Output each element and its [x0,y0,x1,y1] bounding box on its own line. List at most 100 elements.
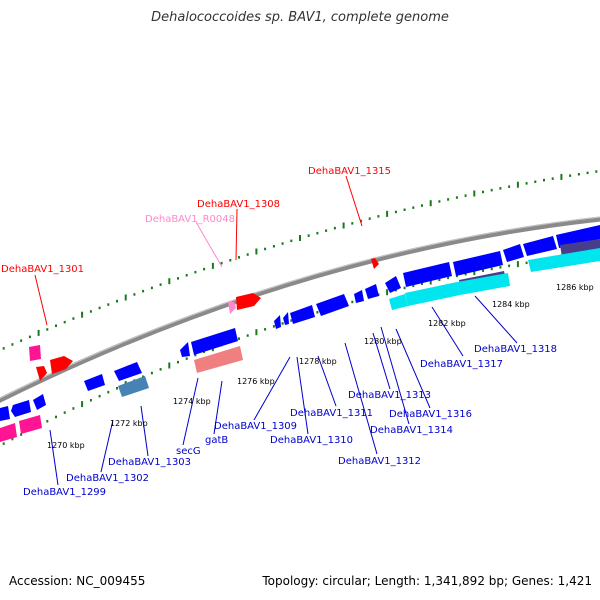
minor-tick [333,226,336,230]
minor-tick [11,343,14,346]
scale-label: 1282 kbp [428,319,466,328]
gene-label[interactable]: DehaBAV1_1314 [370,425,453,436]
major-tick [37,329,40,336]
pseudogene-feature[interactable] [405,282,460,306]
gene-label[interactable]: DehaBAV1_1313 [348,390,431,401]
gene-label[interactable]: DehaBAV1_1301 [1,264,84,275]
minor-tick [325,229,328,232]
minor-tick [377,215,380,218]
major-tick [516,261,519,268]
minor-tick [272,325,275,328]
gene-feature[interactable] [283,312,289,325]
minor-tick [46,328,49,331]
minor-tick [55,415,57,419]
minor-tick [55,324,57,327]
genome-backbone [0,216,600,403]
major-tick [342,222,345,229]
gene-feature[interactable] [453,251,503,276]
scale-label: 1278 kbp [299,357,337,366]
minor-tick [63,320,66,324]
gene-label[interactable]: DehaBAV1_1303 [108,457,191,468]
gene-feature[interactable] [36,366,47,381]
gene-feature[interactable] [556,225,600,248]
gene-feature[interactable] [274,315,281,329]
gene-feature[interactable] [118,376,149,397]
major-tick [386,210,389,217]
gene-feature[interactable] [180,342,190,357]
gene-label[interactable]: DehaBAV1_1309 [214,421,297,432]
gene-label[interactable]: DehaBAV1_1308 [197,199,280,210]
minor-tick [11,437,14,441]
gene-label[interactable]: DehaBAV1_1310 [270,435,353,446]
minor-tick [159,368,162,371]
gene-feature[interactable] [403,262,452,287]
gene-feature[interactable] [316,294,349,316]
minor-tick [194,270,197,274]
gene-feature[interactable] [33,394,46,410]
minor-tick [107,303,110,306]
minor-tick [438,200,441,203]
gene-label[interactable]: DehaBAV1_1302 [66,473,149,484]
gene-feature[interactable] [503,244,524,262]
minor-tick [403,208,406,211]
major-tick [255,329,258,336]
gene-feature[interactable] [523,236,557,256]
minor-tick [264,328,267,331]
rna-feature[interactable] [19,415,42,434]
rna-feature[interactable] [0,423,17,442]
genome-title: Dehalococcoides sp. BAV1, complete genom… [151,10,449,25]
minor-tick [63,411,66,414]
gene-label[interactable]: secG [176,446,201,457]
gene-feature[interactable] [354,290,364,303]
minor-tick [177,277,179,280]
rna-feature[interactable] [228,302,236,314]
minor-tick [525,182,528,185]
gene-label[interactable]: DehaBAV1_1315 [308,166,391,177]
major-tick [516,181,519,188]
gene-label[interactable]: DehaBAV1_1316 [389,409,472,420]
gene-feature[interactable] [236,293,261,310]
minor-tick [455,274,458,278]
gene-feature[interactable] [29,345,41,361]
gene-feature[interactable] [194,346,243,373]
gene-feature[interactable] [114,362,142,381]
gene-feature[interactable] [365,284,379,299]
gene-feature[interactable] [371,258,379,269]
gene-label[interactable]: DehaBAV1_1299 [23,487,106,498]
minor-tick [46,420,49,423]
gene-label[interactable]: DehaBAV1_1318 [474,344,557,355]
minor-tick [490,188,493,192]
gene-label[interactable]: gatB [205,435,228,446]
scale-label: 1272 kbp [110,419,148,428]
genome-backbone-highlight [0,216,600,399]
minor-tick [551,177,554,180]
major-tick [81,311,84,318]
minor-tick [421,282,423,285]
minor-tick [586,171,589,175]
minor-tick [351,222,354,225]
gene-label[interactable]: DehaBAV1_1317 [420,359,503,370]
pseudogene-feature[interactable] [528,248,600,272]
minor-tick [464,272,467,276]
scale-labels: 1270 kbp 1272 kbp 1274 kbp 1276 kbp 1278… [47,283,594,450]
pseudogene-feature[interactable] [389,294,408,310]
major-tick [473,269,476,276]
gene-label[interactable]: DehaBAV1_1312 [338,456,421,467]
pseudogene-feature[interactable] [457,273,510,295]
gene-feature[interactable] [385,276,401,293]
minor-tick [447,198,450,201]
gene-feature[interactable] [11,400,31,417]
gene-feature[interactable] [50,356,73,374]
gene-feature[interactable] [290,305,315,324]
gene-label[interactable]: DehaBAV1_R0048 [145,214,235,225]
gene-label[interactable]: DehaBAV1_1311 [290,408,373,419]
minor-tick [403,286,406,290]
minor-tick [246,334,249,337]
minor-tick [569,174,572,177]
gene-feature[interactable] [84,374,105,391]
major-tick [429,278,432,285]
major-tick [560,173,563,180]
gene-feature[interactable] [0,406,10,421]
gene-feature[interactable] [191,328,238,355]
